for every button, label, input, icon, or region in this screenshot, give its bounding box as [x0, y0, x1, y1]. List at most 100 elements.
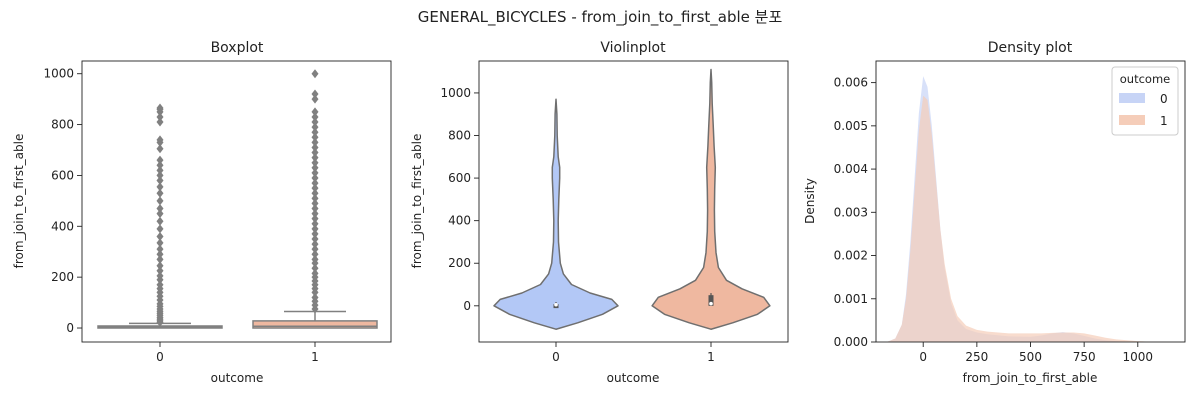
- boxplot-outlier: [156, 196, 164, 206]
- boxplot-outlier: [311, 127, 319, 137]
- boxplot-outlier: [311, 214, 319, 224]
- boxplot-outlier: [311, 163, 319, 173]
- boxplot-outlier: [156, 176, 164, 186]
- legend-swatch-outcome-1: [1119, 115, 1145, 125]
- boxplot-outlier: [311, 292, 319, 302]
- density-ytick-label: 0.000: [834, 335, 868, 349]
- boxplot-outlier: [311, 219, 319, 229]
- boxplot-outlier: [156, 112, 164, 122]
- legend-label-outcome-1: 1: [1160, 114, 1168, 128]
- boxplot-outlier: [311, 234, 319, 244]
- density-frame: [875, 60, 1186, 343]
- violin-ytick-label: 800: [448, 129, 471, 143]
- boxplot-outlier: [311, 168, 319, 178]
- boxplot-outlier: [156, 188, 164, 198]
- boxplot-outlier: [156, 244, 164, 254]
- boxplot-outlier: [311, 107, 319, 117]
- legend-swatch-outcome-0: [1119, 93, 1145, 103]
- density-legend: outcome 0 1: [1111, 66, 1179, 136]
- boxplot-outlier: [156, 271, 164, 281]
- violin-ytick-label: 400: [448, 214, 471, 228]
- violin-ytick-label: 1000: [440, 86, 471, 100]
- violin-xtick-label: 0: [552, 350, 560, 364]
- boxplot-panel: Boxplot outcome from_join_to_first_able …: [12, 40, 392, 385]
- boxplot-outlier: [156, 165, 164, 175]
- density-ytick-label: 0.003: [834, 205, 868, 219]
- boxplot-ytick-label: 200: [51, 270, 74, 284]
- boxplot-outlier: [311, 249, 319, 259]
- violinplot-frame: [478, 60, 789, 343]
- density-title: Density plot: [988, 40, 1073, 56]
- violin-iqr-box: [708, 295, 714, 306]
- boxplot-outlier: [156, 117, 164, 127]
- density-xtick-label: 0: [919, 350, 927, 364]
- boxplot-outlier: [156, 203, 164, 213]
- boxplot-outlier: [156, 160, 164, 170]
- boxplot-ytick-label: 0: [66, 321, 74, 335]
- boxplot-outlier: [311, 69, 319, 79]
- boxplot-xtick-label: 1: [311, 350, 319, 364]
- boxplot-outlier: [311, 117, 319, 127]
- density-ytick-label: 0.001: [834, 292, 868, 306]
- legend-title: outcome: [1120, 72, 1170, 86]
- boxplot-outlier: [156, 261, 164, 271]
- boxplot-outlier: [156, 254, 164, 264]
- figure-title: GENERAL_BICYCLES - from_join_to_first_ab…: [417, 8, 783, 26]
- boxplot-ytick-label: 600: [51, 168, 74, 182]
- boxplot-outlier: [311, 254, 319, 264]
- violinplot-ylabel: from_join_to_first_able: [410, 134, 424, 269]
- violinplot-panel: Violinplot outcome from_join_to_first_ab…: [410, 40, 789, 385]
- boxplot-outlier: [311, 244, 319, 254]
- violinplot-xlabel: outcome: [607, 371, 660, 385]
- boxplot-outlier: [311, 94, 319, 104]
- boxplot-xlabel: outcome: [211, 371, 264, 385]
- violin-ytick-label: 0: [463, 299, 471, 313]
- boxplot-ytick-label: 1000: [43, 67, 74, 81]
- boxplot-outlier: [311, 153, 319, 163]
- boxplot-xtick-label: 0: [156, 350, 164, 364]
- violin-median-dot: [709, 301, 713, 306]
- boxplot-outlier: [311, 224, 319, 234]
- boxplot-outlier: [311, 122, 319, 132]
- boxplot-outlier: [156, 170, 164, 180]
- boxplot-outlier: [156, 238, 164, 248]
- boxplot-outlier: [156, 216, 164, 226]
- boxplot-outlier: [311, 188, 319, 198]
- density-ytick-label: 0.005: [834, 119, 868, 133]
- violin-ytick-label: 200: [448, 256, 471, 270]
- boxplot-ylabel: from_join_to_first_able: [12, 134, 26, 269]
- violin-median-dot: [554, 302, 558, 307]
- boxplot-outlier: [311, 142, 319, 152]
- density-xtick-label: 1000: [1123, 350, 1154, 364]
- boxplot-outlier: [311, 203, 319, 213]
- boxplot-outlier: [311, 112, 319, 122]
- legend-label-outcome-0: 0: [1160, 92, 1168, 106]
- density-ylabel: Density: [803, 178, 817, 224]
- boxplot-outlier: [156, 182, 164, 192]
- boxplot-outlier: [156, 209, 164, 219]
- boxplot-outlier: [311, 183, 319, 193]
- boxplot-box: [252, 320, 378, 329]
- violinplot-title: Violinplot: [600, 40, 666, 56]
- density-xtick-label: 250: [965, 350, 988, 364]
- boxplot-outlier: [311, 178, 319, 188]
- density-ytick-label: 0.006: [834, 76, 868, 90]
- violin-ytick-label: 600: [448, 171, 471, 185]
- boxplot-outlier: [311, 158, 319, 168]
- boxplot-title: Boxplot: [211, 40, 264, 56]
- density-ytick-label: 0.002: [834, 249, 868, 263]
- boxplot-ytick-label: 800: [51, 118, 74, 132]
- boxplot-outlier: [311, 193, 319, 203]
- boxplot-ytick-label: 400: [51, 219, 74, 233]
- boxplot-outlier: [156, 280, 164, 290]
- boxplot-outlier: [156, 135, 164, 145]
- boxplot-outlier: [311, 132, 319, 142]
- boxplot-outlier: [311, 229, 319, 239]
- density-ytick-label: 0.004: [834, 162, 868, 176]
- boxplot-outlier: [156, 249, 164, 259]
- boxplot-outlier: [311, 89, 319, 99]
- boxplot-outlier: [311, 263, 319, 273]
- boxplot-outlier: [156, 103, 164, 113]
- boxplot-outlier: [156, 155, 164, 165]
- boxplot-outlier: [156, 266, 164, 276]
